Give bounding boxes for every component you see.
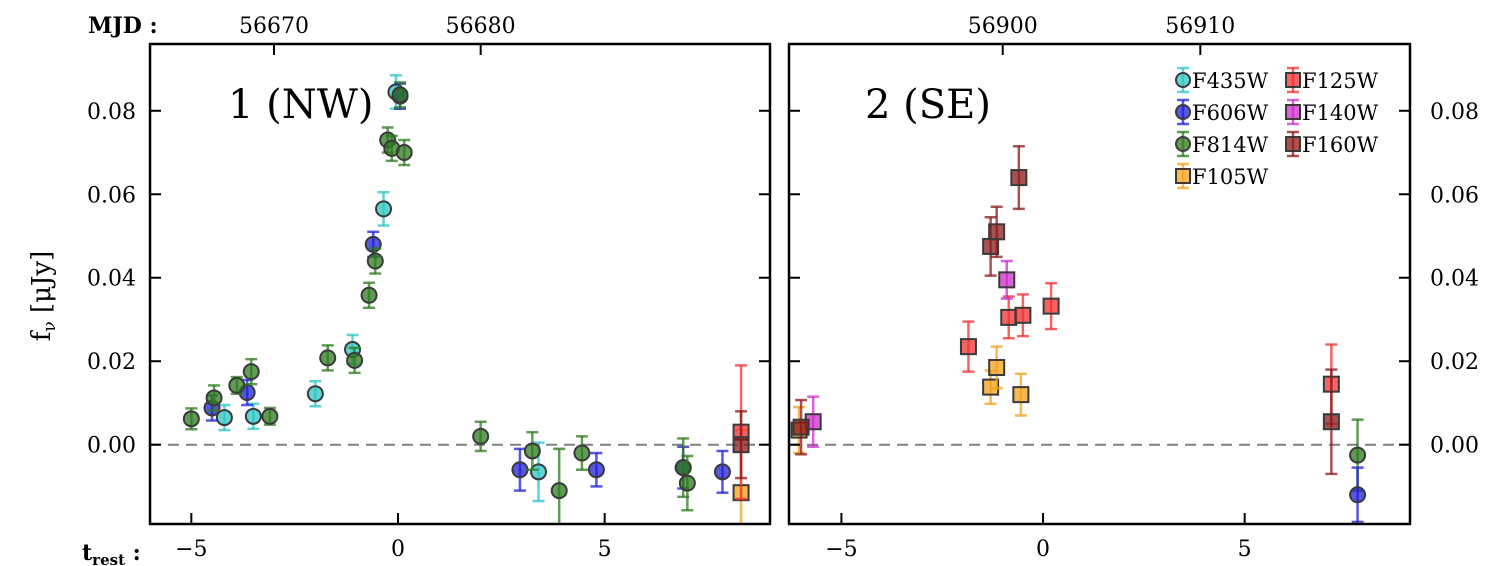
panel-nw: −5 0 5 56670 56680 0.00 0.02 0.04 0.06 0.08 1 (NW): [87, 14, 772, 562]
data-point-f814w: [1349, 446, 1367, 464]
data-point-f435w: [375, 200, 393, 218]
data-point-f435w: [530, 463, 548, 481]
mjd-tick-label: 56680: [446, 14, 516, 39]
data-point-f814w: [366, 252, 384, 270]
data-point-f606w: [1349, 486, 1367, 504]
data-point-f814w: [395, 144, 413, 162]
legend-item-f606w: F606W: [1175, 98, 1269, 126]
panel-title: 1 (NW): [228, 82, 374, 128]
legend-label: F105W: [1192, 165, 1269, 189]
y-tick-label: 0.04: [1430, 267, 1479, 292]
mjd-tick-label: 56900: [968, 14, 1038, 39]
data-point-f814w: [523, 442, 541, 460]
data-point-f814w: [242, 363, 260, 381]
legend-label: F160W: [1302, 133, 1379, 157]
legend-label: F606W: [1192, 101, 1269, 125]
data-point-f105w: [1012, 386, 1030, 404]
y-tick-label: 0.02: [1430, 350, 1479, 375]
data-point-f606w: [713, 463, 731, 481]
data-point-f435w: [215, 409, 233, 427]
legend-item-f160w: F160W: [1285, 130, 1379, 158]
x-tick-label: 0: [391, 537, 405, 562]
legend-label: F814W: [1192, 133, 1269, 157]
data-point-f814w: [182, 410, 200, 428]
x-tick-label: −5: [175, 537, 207, 562]
data-point-f160w: [1010, 169, 1028, 187]
y-tick-label: 0.08: [87, 100, 136, 125]
panel-se: −5 0 5 56900 56910 0.00 0.02 0.04 0.06 0.08 2 (SE)…: [787, 14, 1479, 562]
data-point-f435w: [306, 385, 324, 403]
y-tick-label: 0.06: [87, 183, 136, 208]
data-point-f125w: [1042, 297, 1060, 315]
mjd-tick-label: 56670: [239, 14, 309, 39]
data-point-f125w: [959, 338, 977, 356]
legend-item-f125w: F125W: [1285, 66, 1379, 94]
x-tick-label: 0: [1036, 537, 1050, 562]
plot-frame: [787, 42, 1412, 526]
data-point-f814w: [472, 427, 490, 445]
y-tick-label: 0.08: [1430, 100, 1479, 125]
plot-frame: [148, 42, 772, 526]
data-point-f814w: [360, 286, 378, 304]
data-point-f606w: [587, 461, 605, 479]
y-tick-label: 0.06: [1430, 183, 1479, 208]
y-tick-label: 0.00: [87, 434, 136, 459]
data-point-f160w: [988, 223, 1006, 241]
y-tick-label: 0.04: [87, 267, 136, 292]
data-point-f606w: [511, 461, 529, 479]
y-tick-label: 0.00: [1430, 434, 1479, 459]
data-point-f814w: [573, 444, 591, 462]
data-point-f814w: [550, 482, 568, 500]
y-tick-label: 0.02: [87, 350, 136, 375]
data-point-f435w: [244, 407, 262, 425]
legend-label: F140W: [1302, 101, 1379, 125]
trest-prefix: trest :: [82, 540, 141, 566]
data-point-f814w: [678, 474, 696, 492]
panel-title: 2 (SE): [865, 82, 991, 128]
x-tick-label: 5: [598, 537, 612, 562]
data-point-f814w: [346, 351, 364, 369]
mjd-tick-label: 56910: [1165, 14, 1235, 39]
legend-item-f435w: F435W: [1175, 66, 1269, 94]
data-point-f125w: [1014, 306, 1032, 324]
data-point-f160w: [732, 436, 750, 454]
data-point-f160w: [1322, 413, 1340, 431]
data-point-f814w: [391, 86, 409, 104]
x-tick-label: 5: [1238, 537, 1252, 562]
y-axis-label: fν [μJy]: [27, 251, 60, 342]
legend-label: F435W: [1192, 69, 1269, 93]
data-point-f160w: [792, 418, 810, 436]
legend-item-f105w: F105W: [1175, 162, 1269, 190]
data-point-f140w: [998, 271, 1016, 289]
data-point-f814w: [261, 407, 279, 425]
x-tick-label: −5: [825, 537, 857, 562]
data-point-f814w: [205, 389, 223, 407]
data-point-f105w: [988, 358, 1006, 376]
legend-item-f140w: F140W: [1285, 98, 1379, 126]
legend-item-f814w: F814W: [1175, 130, 1269, 158]
legend-label: F125W: [1302, 69, 1379, 93]
data-point-f814w: [319, 349, 337, 367]
legend: F435W F606W F814W F105W F125W F140W F160W: [1175, 66, 1379, 190]
data-point-f814w: [228, 376, 246, 394]
mjd-prefix: MJD :: [88, 13, 158, 39]
data-point-f125w: [1000, 308, 1018, 326]
data-point-f105w: [982, 378, 1000, 396]
